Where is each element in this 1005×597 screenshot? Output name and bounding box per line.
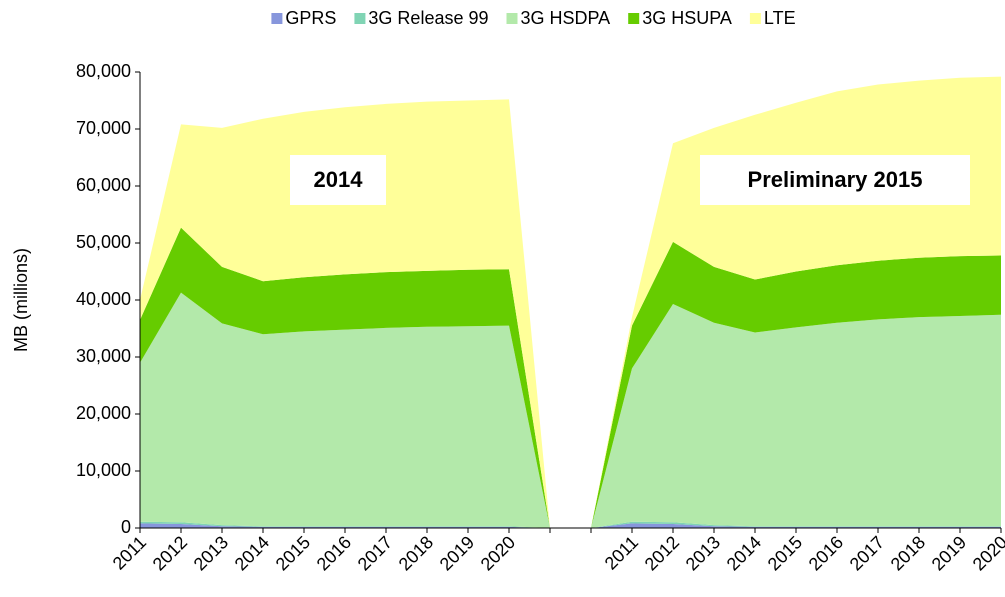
x-tick-label: 2015 bbox=[764, 532, 806, 574]
legend-swatch bbox=[354, 13, 366, 24]
annotation: 2014 bbox=[314, 167, 364, 192]
area bbox=[140, 292, 1001, 528]
x-tick-label: 2019 bbox=[928, 532, 970, 574]
x-tick-label: 2013 bbox=[682, 532, 724, 574]
x-tick-label: 2012 bbox=[149, 532, 191, 574]
x-tick-label: 2016 bbox=[805, 532, 847, 574]
legend-swatch bbox=[749, 13, 761, 24]
x-tick-label: 2018 bbox=[395, 532, 437, 574]
x-tick-label: 2017 bbox=[846, 532, 888, 574]
x-tick-label: 2012 bbox=[641, 532, 683, 574]
x-tick-label: 2018 bbox=[887, 532, 929, 574]
annotation-box bbox=[700, 155, 970, 205]
y-tick-label: 80,000 bbox=[76, 61, 131, 81]
y-axis-label: MB (millions) bbox=[11, 248, 31, 352]
y-tick-label: 30,000 bbox=[76, 346, 131, 366]
legend-label: GPRS bbox=[285, 8, 336, 28]
y-tick-label: 10,000 bbox=[76, 460, 131, 480]
legend-item: 3G HSUPA bbox=[628, 8, 732, 28]
x-tick-label: 2020 bbox=[969, 532, 1005, 574]
legend-label: 3G Release 99 bbox=[368, 8, 488, 28]
legend-item: 3G HSDPA bbox=[506, 8, 611, 28]
y-tick-label: 20,000 bbox=[76, 403, 131, 423]
x-tick-label: 2014 bbox=[723, 532, 765, 574]
x-tick-label: 2016 bbox=[313, 532, 355, 574]
area bbox=[140, 227, 1001, 528]
x-tick-label: 2011 bbox=[601, 532, 643, 574]
legend-item: 3G Release 99 bbox=[354, 8, 489, 28]
annotation: Preliminary 2015 bbox=[748, 167, 923, 192]
legend-label: 3G HSUPA bbox=[642, 8, 732, 28]
x-tick-label: 2020 bbox=[477, 532, 519, 574]
y-tick-label: 70,000 bbox=[76, 118, 131, 138]
area bbox=[140, 521, 1001, 528]
legend-swatch bbox=[271, 13, 283, 24]
x-tick-label: 2019 bbox=[436, 532, 478, 574]
y-tick-label: 0 bbox=[121, 517, 131, 537]
y-tick-label: 50,000 bbox=[76, 232, 131, 252]
legend-label: LTE bbox=[764, 8, 796, 28]
x-tick-label: 2015 bbox=[272, 532, 314, 574]
legend-item: LTE bbox=[749, 8, 796, 28]
y-tick-label: 60,000 bbox=[76, 175, 131, 195]
legend-swatch bbox=[628, 13, 640, 24]
x-tick-label: 2011 bbox=[109, 532, 151, 574]
x-tick-label: 2013 bbox=[190, 532, 232, 574]
x-tick-label: 2014 bbox=[231, 532, 273, 574]
y-tick-label: 40,000 bbox=[76, 289, 131, 309]
legend-item: GPRS bbox=[271, 8, 336, 28]
legend-swatch bbox=[506, 13, 518, 24]
annotation-box bbox=[290, 155, 386, 205]
plot bbox=[140, 76, 1001, 528]
legend-label: 3G HSDPA bbox=[521, 8, 611, 28]
x-tick-label: 2017 bbox=[354, 532, 396, 574]
